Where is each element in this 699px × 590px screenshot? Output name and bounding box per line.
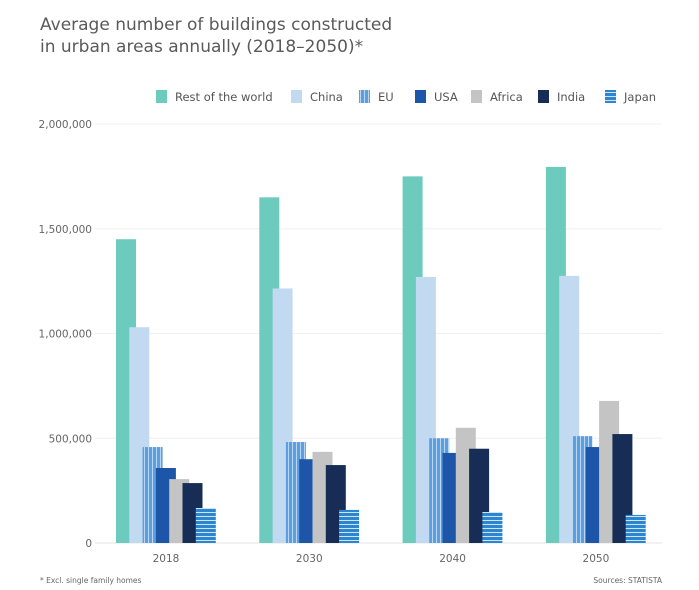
y-tick-label: 1,500,000 xyxy=(39,224,92,236)
legend-label: Japan xyxy=(623,90,656,104)
legend-swatch xyxy=(291,90,302,103)
legend-swatch xyxy=(156,90,167,103)
y-tick-label: 2,000,000 xyxy=(39,119,92,131)
x-tick-label: 2050 xyxy=(583,553,610,565)
legend-swatch xyxy=(538,90,549,103)
legend-label: EU xyxy=(378,90,394,104)
y-tick-label: 1,000,000 xyxy=(39,329,92,341)
bar-japan-2050 xyxy=(625,514,646,543)
bar-japan-2018 xyxy=(195,508,216,543)
legend-label: Rest of the world xyxy=(175,90,273,104)
bar-japan-2030 xyxy=(339,509,360,543)
chart-title: Average number of buildings constructed … xyxy=(40,15,393,57)
legend-swatch xyxy=(605,90,616,103)
legend-swatch xyxy=(415,90,426,103)
footnote: * Excl. single family homes xyxy=(40,576,142,585)
x-tick-label: 2040 xyxy=(439,553,466,565)
y-tick-label: 0 xyxy=(85,538,92,550)
legend-label: Africa xyxy=(490,90,523,104)
legend-label: China xyxy=(310,90,343,104)
legend-swatch xyxy=(471,90,482,103)
x-tick-label: 2018 xyxy=(153,553,180,565)
y-tick-label: 500,000 xyxy=(49,433,92,445)
x-tick-label: 2030 xyxy=(296,553,323,565)
legend-label: India xyxy=(557,90,585,104)
bar-japan-2040 xyxy=(482,511,503,543)
source: Sources: STATISTA xyxy=(593,576,662,585)
legend-label: USA xyxy=(434,90,458,104)
legend-swatch xyxy=(359,90,370,103)
